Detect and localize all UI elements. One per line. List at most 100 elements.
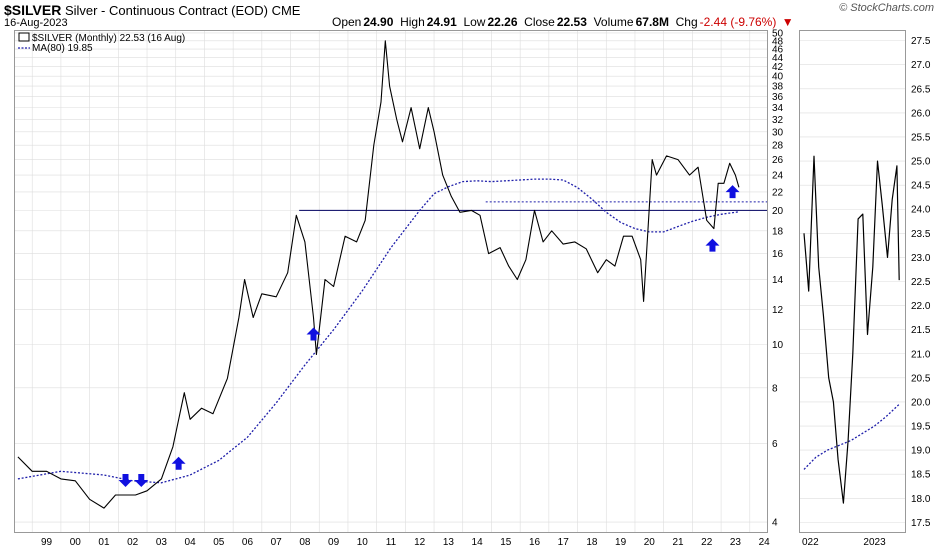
x-tick-label: 03 — [156, 537, 168, 548]
x-tick-label: 22 — [701, 537, 713, 548]
zoom-y-tick-label: 18.0 — [911, 494, 931, 505]
legend-price-swatch — [18, 32, 30, 42]
x-tick-label: 21 — [672, 537, 684, 548]
chg-value: -2.44 (-9.76%) — [699, 15, 777, 29]
zoom-panel: 17.5 18.0 18.5 19.0 19.5 20.0 20.5 21.0 21.5 22.0… — [800, 36, 931, 548]
x-tick-label: 06 — [242, 537, 254, 548]
zoom-y-tick-label: 25.0 — [911, 157, 931, 168]
x-axis-labels: 99 00 01 02 03 04 05 06 07 08 09 10 11 12 13 14 15 16 17 18… — [41, 537, 770, 548]
zoom-x-tick-label: 2023 — [863, 537, 886, 548]
legend-price-label: $SILVER (Monthly) 22.53 (16 Aug) — [32, 33, 185, 44]
zoom-y-tick-label: 22.5 — [911, 277, 931, 288]
ohlc-readout: Open 24.90 High 24.91 Low 22.26 Close 22.53 … — [332, 15, 796, 29]
y-tick-label: 6 — [772, 439, 778, 450]
y-tick-label: 32 — [772, 115, 784, 126]
y-tick-label: 20 — [772, 206, 784, 217]
x-tick-label: 12 — [414, 537, 426, 548]
y-axis-labels: 4681012141618202224262830323436384042444… — [772, 28, 784, 528]
low-value: 22.26 — [487, 15, 518, 29]
y-tick-label: 44 — [772, 53, 784, 64]
chg-label: Chg — [675, 15, 698, 29]
x-tick-label: 08 — [299, 537, 311, 548]
zoom-y-tick-label: 27.5 — [911, 36, 931, 47]
down-arrow-icon — [134, 473, 149, 487]
y-tick-label: 36 — [772, 92, 784, 103]
chart-symbol: $SILVER Silver - Continuous Contract (EO… — [4, 2, 300, 18]
zoom-y-tick-label: 20.5 — [911, 373, 931, 384]
chart-date: 16-Aug-2023 — [4, 17, 68, 29]
signal-arrows — [118, 185, 740, 487]
y-tick-label: 8 — [772, 383, 778, 394]
zoom-y-tick-label: 22.0 — [911, 301, 931, 312]
up-arrow-icon — [306, 327, 321, 341]
zoom-y-tick-label: 24.5 — [911, 181, 931, 192]
y-tick-label: 50 — [772, 28, 784, 39]
y-tick-label: 18 — [772, 226, 784, 237]
y-tick-label: 22 — [772, 187, 784, 198]
x-tick-label: 19 — [615, 537, 627, 548]
x-tick-label: 15 — [500, 537, 512, 548]
silver-price-line — [17, 40, 740, 509]
reference-lines — [299, 201, 767, 211]
y-tick-label: 46 — [772, 45, 784, 56]
main-panel-frame — [14, 30, 768, 533]
zoom-y-tick-label: 27.0 — [911, 60, 931, 71]
open-label: Open — [332, 15, 362, 29]
x-tick-label: 18 — [586, 537, 598, 548]
x-tick-label: 05 — [213, 537, 225, 548]
ma80-line — [17, 178, 739, 484]
close-value: 22.53 — [556, 15, 587, 29]
x-tick-label: 24 — [759, 537, 771, 548]
symbol-ticker: $SILVER — [4, 2, 62, 18]
y-tick-label: 26 — [772, 155, 784, 166]
up-arrow-icon — [725, 185, 740, 199]
zoom-y-tick-label: 23.5 — [911, 229, 931, 240]
x-tick-label: 00 — [70, 537, 82, 548]
symbol-exchange: CME — [271, 3, 301, 18]
up-arrow-icon — [705, 238, 720, 252]
zoom-price-line — [803, 155, 900, 504]
x-tick-label: 99 — [41, 537, 53, 548]
x-tick-label: 16 — [529, 537, 541, 548]
x-tick-label: 13 — [443, 537, 455, 548]
x-tick-label: 01 — [98, 537, 110, 548]
x-tick-label: 09 — [328, 537, 340, 548]
x-tick-label: 10 — [357, 537, 369, 548]
zoom-y-tick-label: 19.0 — [911, 446, 931, 457]
zoom-ma80-line — [803, 403, 900, 470]
high-label: High — [400, 15, 425, 29]
y-tick-label: 38 — [772, 82, 784, 93]
chg-down-icon: ▼ — [781, 15, 794, 29]
y-tick-label: 10 — [772, 340, 784, 351]
zoom-y-tick-label: 21.5 — [911, 325, 931, 336]
zoom-y-tick-label: 25.5 — [911, 132, 931, 143]
symbol-name: Silver - Continuous Contract (EOD) — [64, 3, 268, 18]
x-tick-label: 20 — [644, 537, 656, 548]
legend-ma-label: MA(80) 19.85 — [32, 43, 93, 54]
y-tick-label: 12 — [772, 305, 784, 316]
zoom-y-tick-label: 20.0 — [911, 397, 931, 408]
zoom-y-tick-label: 24.0 — [911, 205, 931, 216]
ma-line — [17, 178, 739, 484]
x-tick-label: 11 — [386, 537, 397, 548]
zoom-panel-frame — [799, 30, 906, 533]
high-value: 24.91 — [426, 15, 457, 29]
up-arrow-icon — [171, 456, 186, 470]
zoom-y-tick-label: 26.5 — [911, 84, 931, 95]
low-label: Low — [463, 15, 486, 29]
x-tick-label: 17 — [558, 537, 570, 548]
y-tick-label: 30 — [772, 127, 784, 138]
zoom-y-tick-label: 17.5 — [911, 518, 931, 529]
zoom-y-tick-label: 26.0 — [911, 108, 931, 119]
price-line — [17, 40, 740, 509]
x-tick-label: 04 — [185, 537, 197, 548]
zoom-y-tick-label: 23.0 — [911, 253, 931, 264]
y-tick-label: 40 — [772, 72, 784, 83]
x-tick-label: 07 — [271, 537, 283, 548]
x-tick-label: 14 — [472, 537, 484, 548]
zoom-x-tick-label: 022 — [802, 537, 819, 548]
x-tick-label: 23 — [730, 537, 742, 548]
stockcharts-brand[interactable]: © StockCharts.com — [839, 2, 934, 14]
zoom-y-tick-label: 19.5 — [911, 422, 931, 433]
